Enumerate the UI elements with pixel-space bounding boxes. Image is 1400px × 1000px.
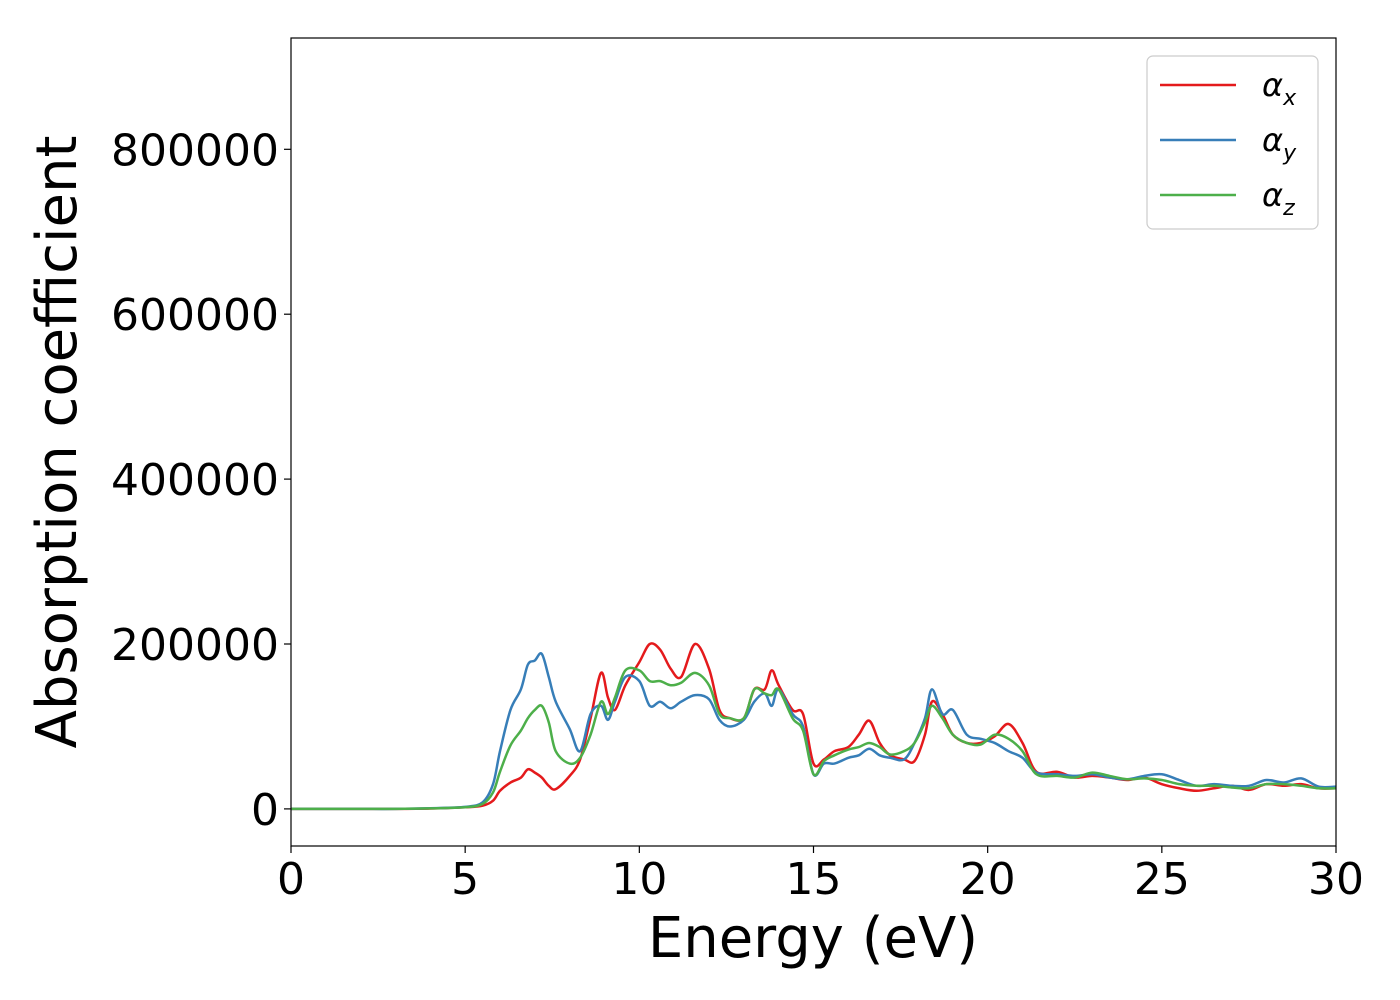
x-tick-label: 20 <box>960 854 1016 905</box>
legend-subscript: x <box>1282 86 1297 111</box>
legend-label-alpha-z: αz <box>1262 176 1295 221</box>
x-tick-label: 30 <box>1308 854 1364 905</box>
x-axis: 0 5 10 15 20 25 30 <box>277 846 1364 905</box>
y-tick-label: 0 <box>251 785 279 836</box>
legend-symbol: α <box>1262 176 1283 214</box>
y-tick-label: 600000 <box>111 290 279 341</box>
legend-frame <box>1146 55 1319 230</box>
series-line-alpha-z <box>291 666 1336 811</box>
series-layer <box>291 642 1336 811</box>
legend-symbol: α <box>1262 121 1283 159</box>
y-tick-label: 400000 <box>111 455 279 506</box>
y-tick-label: 800000 <box>111 125 279 176</box>
x-axis-title: Energy (eV) <box>648 906 978 971</box>
x-tick-label: 0 <box>277 854 305 905</box>
legend-subscript: z <box>1282 196 1295 221</box>
x-tick-label: 10 <box>611 854 667 905</box>
legend-subscript: y <box>1282 141 1297 166</box>
y-tick-label: 200000 <box>111 620 279 671</box>
y-axis: 0 200000 400000 600000 800000 <box>111 125 291 836</box>
legend-symbol: α <box>1262 66 1283 104</box>
legend-label-alpha-x: αx <box>1262 66 1297 111</box>
x-tick-label: 5 <box>451 854 479 905</box>
legend-label-alpha-y: αy <box>1262 121 1297 166</box>
y-axis-title: Absorption coefficient <box>25 136 90 749</box>
x-tick-label: 15 <box>786 854 842 905</box>
x-tick-label: 25 <box>1134 854 1190 905</box>
